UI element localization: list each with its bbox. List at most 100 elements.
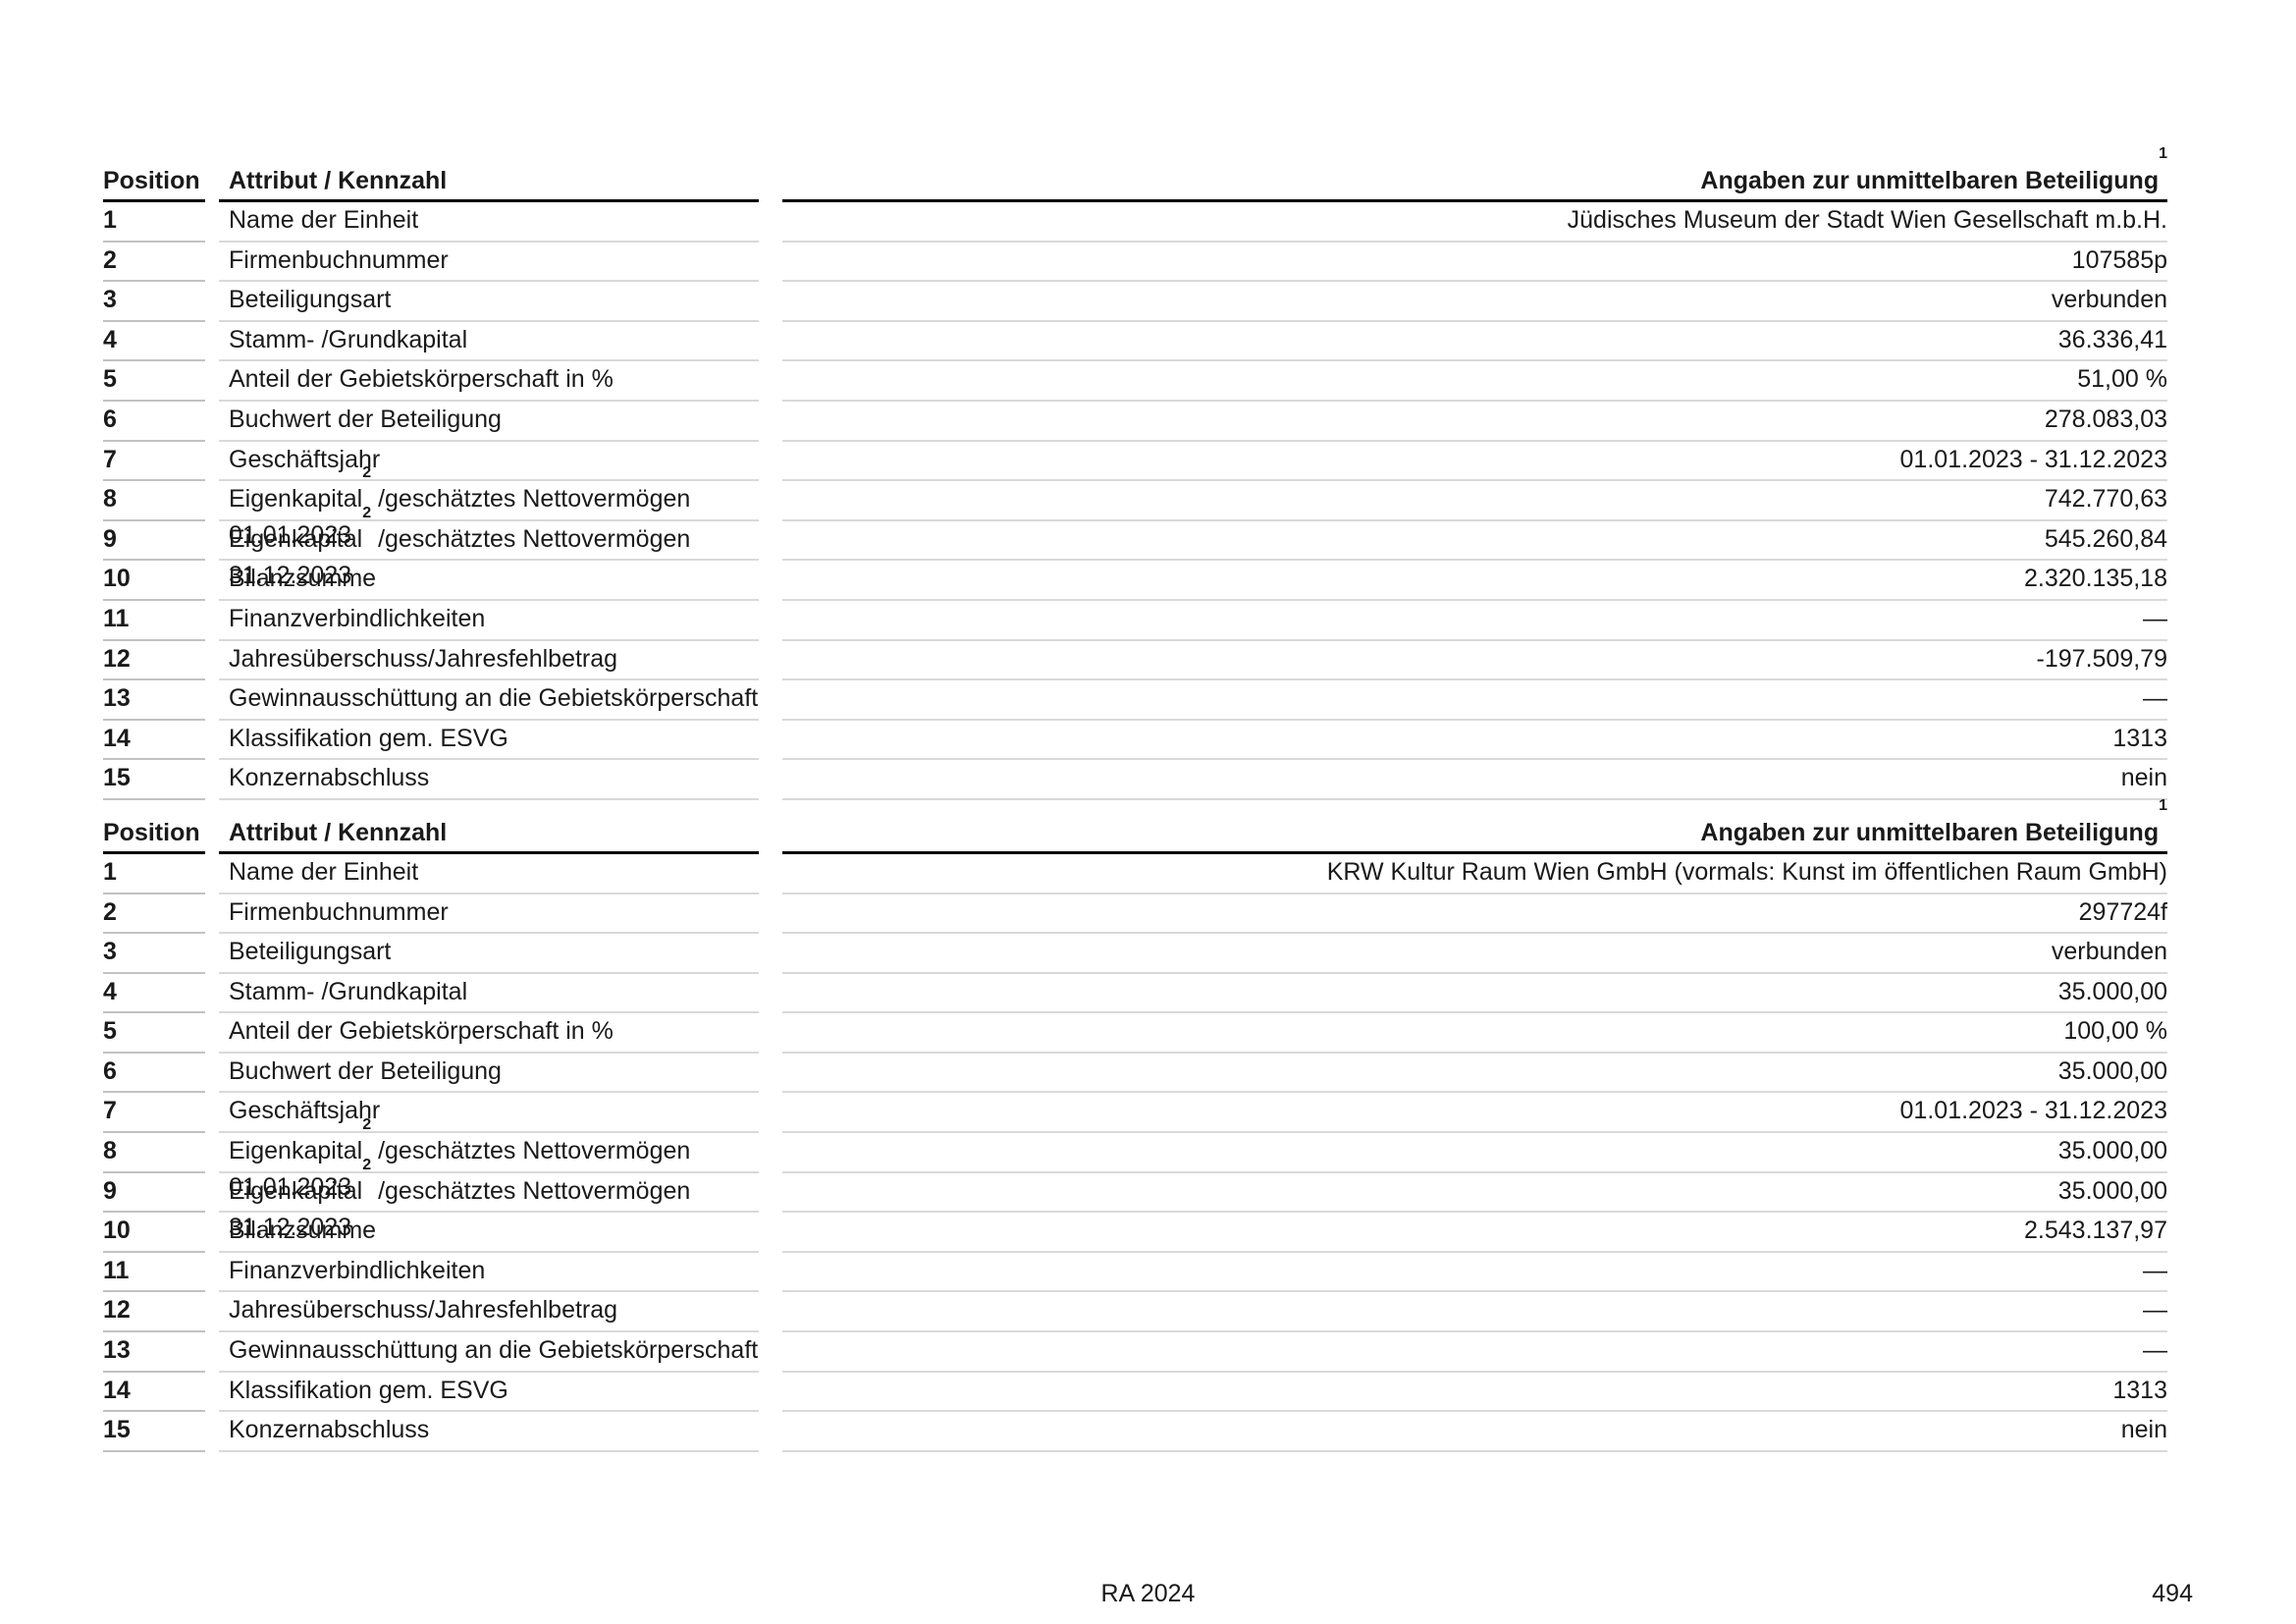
footnote-marker: 1 xyxy=(2159,796,2167,814)
position-cell: 1 xyxy=(103,854,205,894)
attribute-label: Firmenbuchnummer xyxy=(229,245,449,274)
value-cell: — xyxy=(782,1292,2167,1333)
value-cell: — xyxy=(782,680,2167,721)
value-cell: — xyxy=(782,601,2167,641)
position-cell: 4 xyxy=(103,322,205,362)
value-cell: Jüdisches Museum der Stadt Wien Gesellsc… xyxy=(782,202,2167,243)
table-row: 10 Bilanzsumme 2.320.135,18 xyxy=(103,561,2167,601)
attribute-cell: Buchwert der Beteiligung xyxy=(219,1054,759,1094)
table-rows: 1 Name der Einheit KRW Kultur Raum Wien … xyxy=(103,854,2167,1452)
position-cell: 12 xyxy=(103,1292,205,1333)
position-column-header: Position xyxy=(103,814,205,854)
position-cell: 15 xyxy=(103,1412,205,1452)
value-cell: 2.543.137,97 xyxy=(782,1213,2167,1253)
table-row: 14 Klassifikation gem. ESVG 1313 xyxy=(103,1373,2167,1413)
attribute-cell: Firmenbuchnummer xyxy=(219,894,759,935)
position-cell: 9 xyxy=(103,1173,205,1214)
table-header-row: Position Attribut / Kennzahl Angaben zur… xyxy=(103,797,2167,854)
value-cell: 1313 xyxy=(782,1373,2167,1413)
value-cell: 01.01.2023 - 31.12.2023 xyxy=(782,1093,2167,1134)
attribute-cell: Klassifikation gem. ESVG xyxy=(219,1373,759,1413)
value-column-header-label: Angaben zur unmittelbaren Beteiligung xyxy=(1700,818,2160,846)
position-cell: 6 xyxy=(103,402,205,442)
position-cell: 11 xyxy=(103,601,205,641)
attribute-label: Name der Einheit xyxy=(229,857,419,886)
table-row: 2 Firmenbuchnummer 107585p xyxy=(103,243,2167,283)
attribute-label: Konzernabschluss xyxy=(229,764,430,792)
value-cell: nein xyxy=(782,760,2167,800)
attribute-label: Name der Einheit xyxy=(229,206,419,234)
attribute-cell: Name der Einheit xyxy=(219,202,759,243)
value-cell: 01.01.2023 - 31.12.2023 xyxy=(782,442,2167,482)
attribute-cell: Buchwert der Beteiligung xyxy=(219,402,759,442)
position-cell: 8 xyxy=(103,1133,205,1173)
attribute-column-header: Attribut / Kennzahl xyxy=(219,162,759,202)
position-cell: 2 xyxy=(103,894,205,935)
position-cell: 12 xyxy=(103,641,205,681)
value-cell: 278.083,03 xyxy=(782,402,2167,442)
attribute-cell: Eigenkapital2 /geschätztes Nettovermögen… xyxy=(219,1117,759,1201)
attribute-label: Anteil der Gebietskörperschaft in % xyxy=(229,365,614,394)
attribute-label: Eigenkapital xyxy=(229,1137,363,1165)
page-number: 494 xyxy=(2152,1580,2193,1607)
attribute-label: Beteiligungsart xyxy=(229,286,392,314)
position-cell: 10 xyxy=(103,1213,205,1253)
table-row: 3 Beteiligungsart verbunden xyxy=(103,934,2167,974)
position-cell: 14 xyxy=(103,721,205,761)
beteiligung-table-2: Position Attribut / Kennzahl Angaben zur… xyxy=(103,797,2167,1452)
attribute-cell: Beteiligungsart xyxy=(219,282,759,322)
position-cell: 10 xyxy=(103,561,205,601)
value-cell: verbunden xyxy=(782,282,2167,322)
attribute-label: Geschäftsjahr xyxy=(229,445,381,473)
footnote-marker: 2 xyxy=(362,464,372,482)
attribute-cell: Geschäftsjahr xyxy=(219,442,759,482)
attribute-label: Konzernabschluss xyxy=(229,1416,430,1444)
table-row: 14 Klassifikation gem. ESVG 1313 xyxy=(103,721,2167,761)
attribute-label: Jahresüberschuss/Jahresfehlbetrag xyxy=(229,644,618,673)
table-row: 4 Stamm- /Grundkapital 36.336,41 xyxy=(103,322,2167,362)
table-row: 8 Eigenkapital2 /geschätztes Nettovermög… xyxy=(103,1117,2167,1201)
attribute-cell: Beteiligungsart xyxy=(219,934,759,974)
table-row: 10 Bilanzsumme 2.543.137,97 xyxy=(103,1213,2167,1253)
attribute-label: Finanzverbindlichkeiten xyxy=(229,604,486,632)
attribute-cell: Jahresüberschuss/Jahresfehlbetrag xyxy=(219,1292,759,1333)
value-column-header: Angaben zur unmittelbaren Beteiligung 1 xyxy=(782,797,2167,854)
table-row: 5 Anteil der Gebietskörperschaft in % 51… xyxy=(103,361,2167,402)
attribute-cell: Klassifikation gem. ESVG xyxy=(219,721,759,761)
value-cell: — xyxy=(782,1253,2167,1293)
value-cell: 545.260,84 xyxy=(782,521,2167,562)
attribute-label: Beteiligungsart xyxy=(229,938,392,966)
table-row: 7 Geschäftsjahr 01.01.2023 - 31.12.2023 xyxy=(103,1093,2167,1134)
attribute-cell: Finanzverbindlichkeiten xyxy=(219,1253,759,1293)
page-footer: RA 2024 494 xyxy=(0,1574,2296,1613)
attribute-cell: Bilanzsumme xyxy=(219,1213,759,1253)
position-cell: 7 xyxy=(103,1093,205,1134)
table-row: 6 Buchwert der Beteiligung 35.000,00 xyxy=(103,1054,2167,1094)
attribute-label: Klassifikation gem. ESVG xyxy=(229,724,508,752)
position-cell: 4 xyxy=(103,974,205,1014)
position-cell: 3 xyxy=(103,934,205,974)
value-column-header-label: Angaben zur unmittelbaren Beteiligung xyxy=(1700,167,2160,194)
attribute-label: Bilanzsumme xyxy=(229,1217,377,1245)
value-cell: 35.000,00 xyxy=(782,1173,2167,1214)
attribute-label: Jahresüberschuss/Jahresfehlbetrag xyxy=(229,1296,618,1325)
attribute-label: Stamm- /Grundkapital xyxy=(229,977,468,1005)
table-row: 12 Jahresüberschuss/Jahresfehlbetrag -19… xyxy=(103,641,2167,681)
attribute-label: Geschäftsjahr xyxy=(229,1097,381,1125)
attribute-label: Eigenkapital xyxy=(229,485,363,514)
attribute-label: Eigenkapital xyxy=(229,1176,363,1205)
attribute-label: Buchwert der Beteiligung xyxy=(229,1056,502,1085)
attribute-cell: Name der Einheit xyxy=(219,854,759,894)
attribute-label-suffix: /geschätztes Nettovermögen 01.01.2023 xyxy=(229,1137,691,1202)
attribute-label-suffix: /geschätztes Nettovermögen 31.12.2023 xyxy=(229,1176,691,1241)
position-cell: 13 xyxy=(103,680,205,721)
table-row: 3 Beteiligungsart verbunden xyxy=(103,282,2167,322)
footnote-marker: 2 xyxy=(362,1156,372,1173)
attribute-cell: Anteil der Gebietskörperschaft in % xyxy=(219,1013,759,1054)
table-row: 13 Gewinnausschüttung an die Gebietskörp… xyxy=(103,680,2167,721)
attribute-label: Stamm- /Grundkapital xyxy=(229,325,468,353)
position-column-header: Position xyxy=(103,162,205,202)
attribute-cell: Konzernabschluss xyxy=(219,760,759,800)
attribute-label: Anteil der Gebietskörperschaft in % xyxy=(229,1017,614,1046)
value-cell: 742.770,63 xyxy=(782,481,2167,521)
